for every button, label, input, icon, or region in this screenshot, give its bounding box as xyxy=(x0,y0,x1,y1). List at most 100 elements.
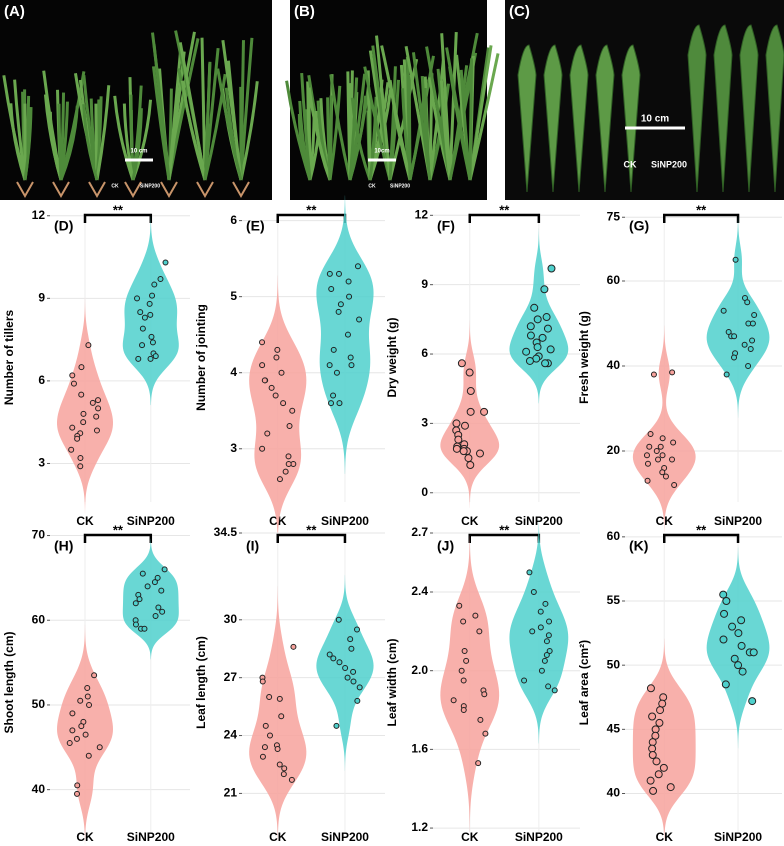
y-axis-label: Shoot length (cm) xyxy=(2,632,16,734)
leaf xyxy=(216,68,243,181)
data-point xyxy=(460,421,469,430)
data-point xyxy=(330,655,337,662)
roots xyxy=(124,181,142,199)
violin xyxy=(440,535,500,833)
violin xyxy=(122,538,179,660)
roots xyxy=(16,181,34,199)
data-point xyxy=(656,706,665,715)
leaf xyxy=(180,80,207,181)
data-point xyxy=(719,635,728,644)
data-point xyxy=(330,346,337,353)
scale-label: 10 cm xyxy=(641,114,669,125)
data-point xyxy=(541,359,550,368)
data-point xyxy=(266,693,273,700)
data-point xyxy=(77,463,84,470)
violin xyxy=(509,519,569,744)
data-point xyxy=(662,473,669,480)
data-point xyxy=(344,331,351,338)
data-point xyxy=(347,636,354,643)
data-point xyxy=(278,713,285,720)
data-point xyxy=(460,677,467,684)
data-point xyxy=(281,765,288,772)
leaf xyxy=(239,81,259,181)
data-point xyxy=(472,612,479,619)
data-point xyxy=(538,667,545,674)
data-point xyxy=(259,362,266,369)
data-point xyxy=(732,256,739,263)
significance-label: ** xyxy=(696,202,707,217)
data-point xyxy=(749,648,758,657)
data-point xyxy=(66,740,73,747)
data-point xyxy=(526,331,535,340)
y-tick-label: 1.6 xyxy=(411,742,428,756)
y-tick-label: 2.0 xyxy=(411,663,428,677)
data-point xyxy=(465,368,474,377)
data-point xyxy=(141,625,148,632)
violin xyxy=(316,574,374,771)
data-point xyxy=(85,752,92,759)
data-point xyxy=(77,454,84,461)
y-tick-label: 20 xyxy=(607,443,621,457)
violin xyxy=(706,216,770,418)
y-tick-label: 21 xyxy=(224,786,238,800)
y-tick-label: 40 xyxy=(607,786,621,800)
data-point xyxy=(521,677,528,684)
group-label: CK xyxy=(368,183,376,189)
data-point xyxy=(268,384,275,391)
data-point xyxy=(466,407,475,416)
data-point xyxy=(749,337,756,344)
leaf xyxy=(203,47,220,181)
data-point xyxy=(529,628,536,635)
data-point xyxy=(737,616,746,625)
data-point xyxy=(659,763,668,772)
data-point xyxy=(480,407,489,416)
data-point xyxy=(335,308,342,315)
leaf xyxy=(713,24,733,193)
data-point xyxy=(482,730,489,737)
y-tick-label: 45 xyxy=(607,722,621,736)
y-tick-label: 2.7 xyxy=(411,525,428,539)
data-point xyxy=(748,697,757,706)
leaf xyxy=(621,44,641,193)
data-point xyxy=(537,608,544,615)
y-tick-label: 60 xyxy=(607,273,621,287)
data-point xyxy=(333,369,340,376)
data-point xyxy=(288,776,295,783)
data-point xyxy=(466,387,475,396)
data-point xyxy=(335,270,342,277)
leaf xyxy=(388,66,397,181)
data-point xyxy=(541,657,548,664)
data-point xyxy=(78,364,85,371)
panel-label: (E) xyxy=(246,218,265,234)
leaf xyxy=(203,73,227,181)
data-point xyxy=(350,668,357,675)
data-point xyxy=(653,448,660,454)
data-point xyxy=(669,456,676,463)
data-point xyxy=(74,435,81,442)
leaf xyxy=(167,45,183,181)
data-point xyxy=(290,643,297,650)
x-tick-label: SiNP200 xyxy=(714,830,762,844)
data-point xyxy=(139,570,146,577)
y-tick-label: 60 xyxy=(32,612,46,626)
leaf xyxy=(122,103,135,181)
data-point xyxy=(659,693,668,702)
leaf xyxy=(95,85,111,181)
y-tick-label: 30 xyxy=(224,612,238,626)
data-point xyxy=(80,410,87,417)
data-point xyxy=(286,422,293,429)
violin xyxy=(57,297,113,514)
data-point xyxy=(741,341,748,348)
data-point xyxy=(259,678,266,685)
y-axis-label: Leaf width (cm) xyxy=(385,638,399,726)
data-point xyxy=(648,712,657,721)
data-point xyxy=(154,574,161,581)
data-point xyxy=(272,392,279,399)
data-point xyxy=(289,407,296,414)
violin xyxy=(632,638,696,841)
data-point xyxy=(280,771,287,778)
data-point xyxy=(155,604,162,611)
leaf xyxy=(543,44,563,193)
significance-label: ** xyxy=(499,522,510,537)
leaf xyxy=(687,24,707,193)
